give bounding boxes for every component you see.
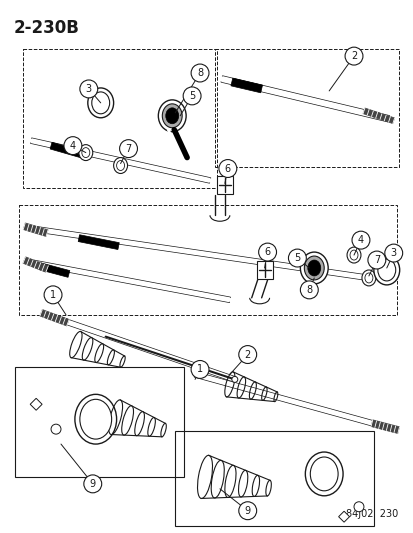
- Bar: [23, 49, 216, 188]
- Text: 2-230B: 2-230B: [13, 19, 79, 37]
- Ellipse shape: [361, 270, 375, 286]
- Bar: [15, 367, 184, 477]
- Polygon shape: [23, 223, 48, 237]
- Text: 2: 2: [244, 350, 250, 360]
- Text: 3: 3: [390, 248, 396, 258]
- Ellipse shape: [92, 92, 109, 114]
- Ellipse shape: [310, 457, 337, 491]
- Circle shape: [300, 281, 318, 299]
- Ellipse shape: [373, 255, 399, 285]
- Polygon shape: [29, 226, 368, 280]
- Polygon shape: [30, 398, 42, 410]
- Bar: [216, 176, 232, 195]
- Circle shape: [288, 249, 306, 267]
- Text: 2: 2: [350, 51, 356, 61]
- Polygon shape: [370, 420, 399, 433]
- Text: 7: 7: [125, 143, 131, 154]
- Polygon shape: [23, 257, 48, 272]
- Text: 6: 6: [264, 247, 270, 257]
- Text: 5: 5: [294, 253, 300, 263]
- Polygon shape: [50, 142, 87, 159]
- Text: 8: 8: [306, 285, 312, 295]
- Circle shape: [51, 424, 61, 434]
- Ellipse shape: [88, 88, 113, 118]
- Ellipse shape: [307, 260, 320, 276]
- Circle shape: [351, 231, 369, 249]
- Polygon shape: [38, 263, 70, 277]
- Ellipse shape: [80, 399, 112, 439]
- Text: 9: 9: [90, 479, 95, 489]
- Text: 1: 1: [50, 290, 56, 300]
- Circle shape: [367, 251, 385, 269]
- Bar: [19, 205, 396, 315]
- Circle shape: [353, 502, 363, 512]
- Circle shape: [218, 159, 236, 177]
- Ellipse shape: [165, 108, 178, 124]
- Polygon shape: [40, 310, 69, 326]
- Circle shape: [119, 140, 137, 158]
- Ellipse shape: [364, 273, 372, 283]
- Polygon shape: [78, 235, 119, 249]
- Polygon shape: [31, 138, 210, 183]
- Ellipse shape: [113, 158, 127, 173]
- Text: 5: 5: [188, 91, 195, 101]
- Circle shape: [80, 80, 97, 98]
- Ellipse shape: [116, 160, 124, 171]
- Circle shape: [258, 243, 276, 261]
- Polygon shape: [194, 372, 394, 432]
- Text: 6: 6: [224, 164, 230, 174]
- Circle shape: [44, 286, 62, 304]
- Ellipse shape: [300, 252, 328, 284]
- Circle shape: [191, 64, 209, 82]
- Text: 8: 8: [197, 68, 203, 78]
- Bar: [214, 49, 398, 166]
- Circle shape: [238, 345, 256, 364]
- Bar: [256, 261, 272, 279]
- Text: 84J02  230: 84J02 230: [346, 508, 398, 519]
- Ellipse shape: [349, 250, 357, 260]
- Ellipse shape: [377, 259, 395, 281]
- Polygon shape: [28, 260, 230, 302]
- Circle shape: [231, 376, 237, 382]
- Polygon shape: [362, 108, 394, 124]
- Text: 3: 3: [85, 84, 92, 94]
- Polygon shape: [45, 312, 235, 382]
- Ellipse shape: [346, 247, 360, 263]
- Polygon shape: [338, 511, 349, 522]
- Text: 7: 7: [373, 255, 379, 265]
- Ellipse shape: [158, 100, 186, 132]
- Polygon shape: [221, 76, 389, 122]
- Circle shape: [64, 136, 82, 155]
- Text: 4: 4: [70, 141, 76, 151]
- Ellipse shape: [82, 148, 90, 158]
- Circle shape: [83, 475, 102, 493]
- Circle shape: [384, 244, 402, 262]
- Ellipse shape: [304, 256, 323, 280]
- Circle shape: [191, 360, 209, 378]
- Circle shape: [238, 502, 256, 520]
- Text: 9: 9: [244, 506, 250, 516]
- Ellipse shape: [162, 104, 182, 128]
- Circle shape: [183, 87, 201, 105]
- Text: 4: 4: [357, 235, 363, 245]
- Circle shape: [344, 47, 362, 65]
- Text: 1: 1: [197, 365, 203, 375]
- Polygon shape: [230, 78, 262, 93]
- Ellipse shape: [75, 394, 116, 444]
- Ellipse shape: [305, 452, 342, 496]
- Bar: [175, 431, 373, 526]
- Ellipse shape: [78, 144, 93, 160]
